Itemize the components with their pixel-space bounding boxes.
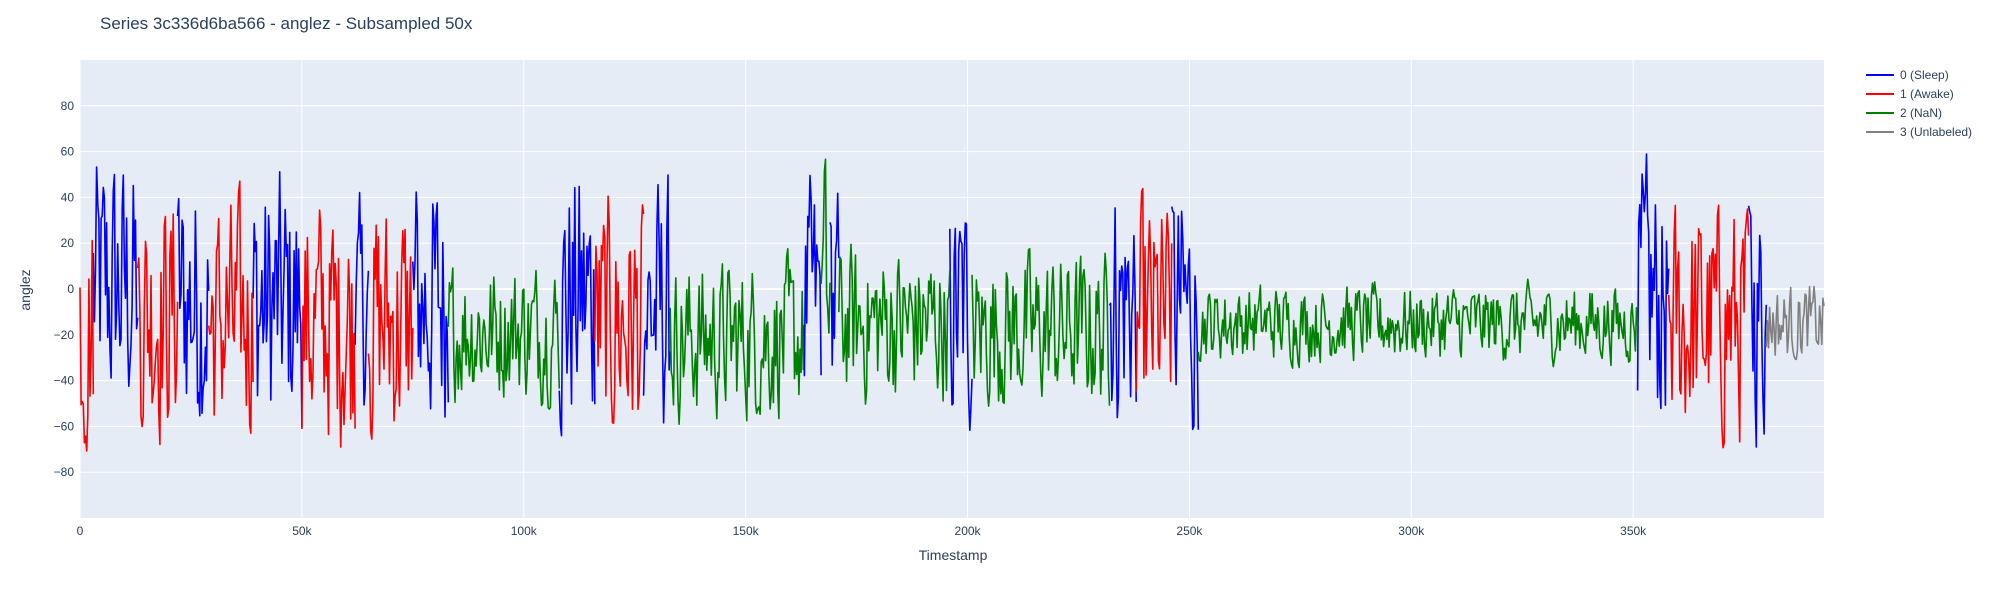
series-line-segment xyxy=(301,209,356,448)
y-tick-label: 0 xyxy=(67,282,74,296)
x-axis-title: Timestamp xyxy=(919,547,988,563)
series-lines xyxy=(79,153,1825,452)
series-line-segment xyxy=(1197,278,1639,369)
series-line-segment xyxy=(1747,205,1768,448)
series-line-segment xyxy=(829,192,840,366)
y-tick-label: 40 xyxy=(61,190,75,204)
series-line-segment xyxy=(412,191,450,418)
tick-labels: −80 −60 −40 −20 0 20 40 60 80 0 50k 100k 150k 200k 250… xyxy=(54,99,1648,538)
x-tick-label: 350k xyxy=(1620,524,1647,538)
legend-label: 3 (Unlabeled) xyxy=(1900,125,1972,139)
x-tick-label: 200k xyxy=(955,524,982,538)
series-line-segment xyxy=(838,243,951,405)
x-tick-label: 300k xyxy=(1398,524,1425,538)
series-line-segment xyxy=(820,158,831,334)
legend-label: 1 (Awake) xyxy=(1900,87,1954,101)
y-axis-title: anglez xyxy=(17,269,33,310)
y-tick-label: −40 xyxy=(54,374,75,388)
y-tick-label: 80 xyxy=(61,99,75,113)
y-tick-label: 20 xyxy=(61,236,75,250)
series-line-segment xyxy=(92,166,139,388)
legend-label: 0 (Sleep) xyxy=(1900,68,1949,82)
series-line-segment xyxy=(79,239,95,452)
y-tick-label: 60 xyxy=(61,145,75,159)
series-line-segment xyxy=(1108,207,1137,419)
series-line-segment xyxy=(176,197,210,417)
series-line-segment xyxy=(1636,153,1670,410)
y-tick-label: −20 xyxy=(54,328,75,342)
series-line-segment xyxy=(367,218,414,440)
legend: 0 (Sleep) 1 (Awake) 2 (NaN) 3 (Unlabeled) xyxy=(1866,68,1972,139)
series-line-segment xyxy=(1765,285,1825,361)
series-line-segment xyxy=(1135,187,1173,392)
x-tick-label: 50k xyxy=(292,524,312,538)
series-line-segment xyxy=(642,174,671,424)
series-line-segment xyxy=(1667,204,1750,449)
series-line-segment xyxy=(669,248,805,426)
legend-label: 2 (NaN) xyxy=(1900,106,1942,120)
series-line-segment xyxy=(802,174,822,377)
series-line-segment xyxy=(594,195,645,425)
series-line-segment xyxy=(136,213,179,446)
x-tick-label: 150k xyxy=(733,524,760,538)
y-tick-label: −80 xyxy=(54,465,75,479)
series-line-segment xyxy=(558,185,596,437)
chart-title: Series 3c336d6ba566 - anglez - Subsample… xyxy=(100,14,473,33)
series-line-segment xyxy=(252,171,303,428)
series-line-segment xyxy=(354,191,370,406)
x-tick-label: 100k xyxy=(511,524,538,538)
series-line-segment xyxy=(971,247,1111,408)
y-tick-label: −60 xyxy=(54,419,75,433)
series-line-segment xyxy=(1170,206,1200,431)
x-tick-label: 0 xyxy=(77,524,84,538)
series-line-segment xyxy=(447,267,561,410)
series-line-segment xyxy=(949,222,973,432)
series-line-segment xyxy=(207,180,254,435)
x-tick-label: 250k xyxy=(1176,524,1203,538)
